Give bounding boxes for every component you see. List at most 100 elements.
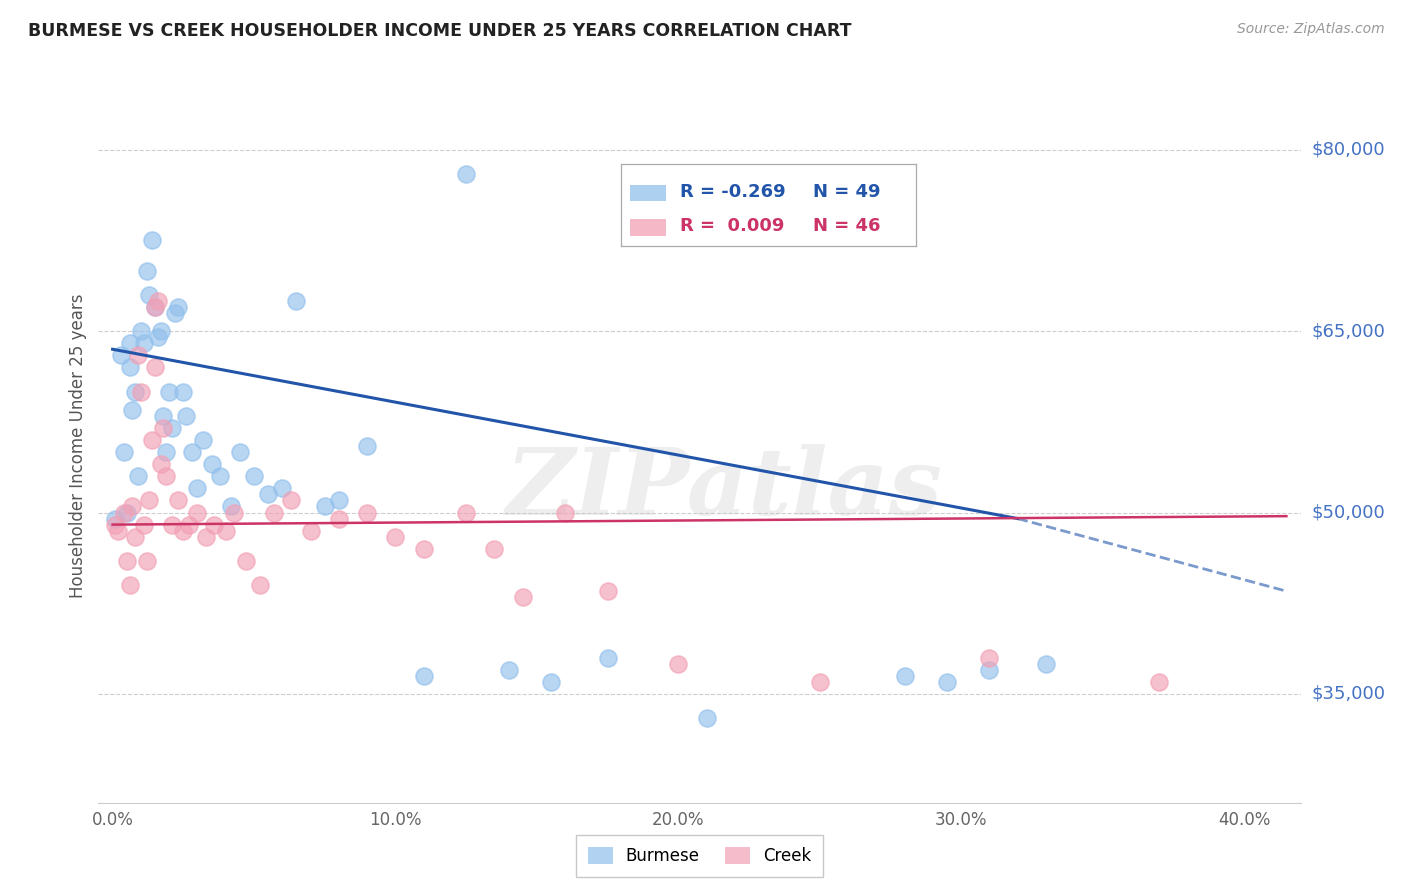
Text: ZIPatlas: ZIPatlas bbox=[505, 444, 942, 533]
Point bbox=[186, 506, 208, 520]
Point bbox=[163, 306, 186, 320]
Point bbox=[146, 293, 169, 308]
Point bbox=[1035, 657, 1057, 671]
Point bbox=[149, 324, 172, 338]
Point bbox=[115, 554, 138, 568]
Point bbox=[138, 493, 160, 508]
Point bbox=[186, 481, 208, 495]
Point bbox=[152, 421, 174, 435]
Bar bbox=[630, 219, 665, 235]
Point bbox=[229, 445, 252, 459]
Point bbox=[146, 330, 169, 344]
Point bbox=[118, 360, 141, 375]
Point bbox=[194, 530, 217, 544]
Point bbox=[484, 541, 506, 556]
Point bbox=[936, 674, 959, 689]
Point bbox=[152, 409, 174, 423]
Point bbox=[110, 348, 132, 362]
Point bbox=[155, 469, 177, 483]
Text: N = 46: N = 46 bbox=[813, 218, 880, 235]
Point bbox=[257, 487, 280, 501]
Text: Source: ZipAtlas.com: Source: ZipAtlas.com bbox=[1237, 22, 1385, 37]
Point bbox=[356, 439, 378, 453]
Point bbox=[314, 500, 336, 514]
Point bbox=[160, 517, 183, 532]
Legend: Burmese, Creek: Burmese, Creek bbox=[576, 835, 823, 877]
Point bbox=[177, 517, 200, 532]
Point bbox=[280, 493, 302, 508]
Point bbox=[121, 402, 143, 417]
Point bbox=[155, 445, 177, 459]
Point bbox=[215, 524, 238, 538]
Text: $65,000: $65,000 bbox=[1312, 322, 1385, 340]
Point bbox=[224, 506, 246, 520]
Point bbox=[107, 524, 129, 538]
Point bbox=[271, 481, 294, 495]
Point bbox=[512, 590, 534, 604]
Point bbox=[135, 263, 157, 277]
Point bbox=[112, 445, 135, 459]
Point bbox=[180, 445, 202, 459]
Point bbox=[202, 517, 225, 532]
Point bbox=[115, 506, 138, 520]
Point bbox=[138, 288, 160, 302]
Point bbox=[129, 324, 152, 338]
Point bbox=[498, 663, 520, 677]
Point bbox=[328, 511, 350, 525]
Point bbox=[135, 554, 157, 568]
Text: R =  0.009: R = 0.009 bbox=[681, 218, 785, 235]
Point bbox=[540, 674, 562, 689]
Point bbox=[143, 300, 166, 314]
Point bbox=[893, 669, 915, 683]
Point bbox=[328, 493, 350, 508]
Point bbox=[243, 469, 266, 483]
Point bbox=[412, 669, 434, 683]
Point bbox=[979, 663, 1001, 677]
Point bbox=[141, 433, 163, 447]
Point bbox=[384, 530, 406, 544]
Text: $50,000: $50,000 bbox=[1312, 503, 1385, 522]
Point bbox=[166, 300, 188, 314]
Point bbox=[124, 384, 146, 399]
Text: BURMESE VS CREEK HOUSEHOLDER INCOME UNDER 25 YEARS CORRELATION CHART: BURMESE VS CREEK HOUSEHOLDER INCOME UNDE… bbox=[28, 22, 852, 40]
Text: $35,000: $35,000 bbox=[1312, 685, 1386, 703]
Point bbox=[112, 506, 135, 520]
Point bbox=[191, 433, 214, 447]
Point bbox=[1147, 674, 1170, 689]
Point bbox=[121, 500, 143, 514]
Point bbox=[285, 293, 308, 308]
Point bbox=[132, 336, 155, 351]
Bar bbox=[630, 185, 665, 201]
Point bbox=[979, 650, 1001, 665]
Point bbox=[143, 300, 166, 314]
Point bbox=[808, 674, 831, 689]
Point bbox=[166, 493, 188, 508]
Point bbox=[356, 506, 378, 520]
Point bbox=[209, 469, 232, 483]
Point bbox=[124, 530, 146, 544]
Point bbox=[412, 541, 434, 556]
Point bbox=[141, 233, 163, 247]
Point bbox=[456, 506, 478, 520]
Point bbox=[172, 524, 194, 538]
Point bbox=[118, 578, 141, 592]
Point bbox=[235, 554, 257, 568]
Point bbox=[160, 421, 183, 435]
Point bbox=[249, 578, 271, 592]
Point bbox=[118, 336, 141, 351]
Point bbox=[554, 506, 576, 520]
Point bbox=[200, 457, 222, 471]
Point bbox=[299, 524, 322, 538]
Point bbox=[596, 650, 619, 665]
Point bbox=[104, 511, 127, 525]
Point bbox=[129, 384, 152, 399]
Y-axis label: Householder Income Under 25 years: Householder Income Under 25 years bbox=[69, 293, 87, 599]
Point bbox=[127, 348, 149, 362]
Point bbox=[172, 384, 194, 399]
Point bbox=[149, 457, 172, 471]
Point bbox=[221, 500, 243, 514]
Point bbox=[596, 584, 619, 599]
Point bbox=[696, 711, 718, 725]
Point bbox=[263, 506, 285, 520]
Point bbox=[104, 517, 127, 532]
